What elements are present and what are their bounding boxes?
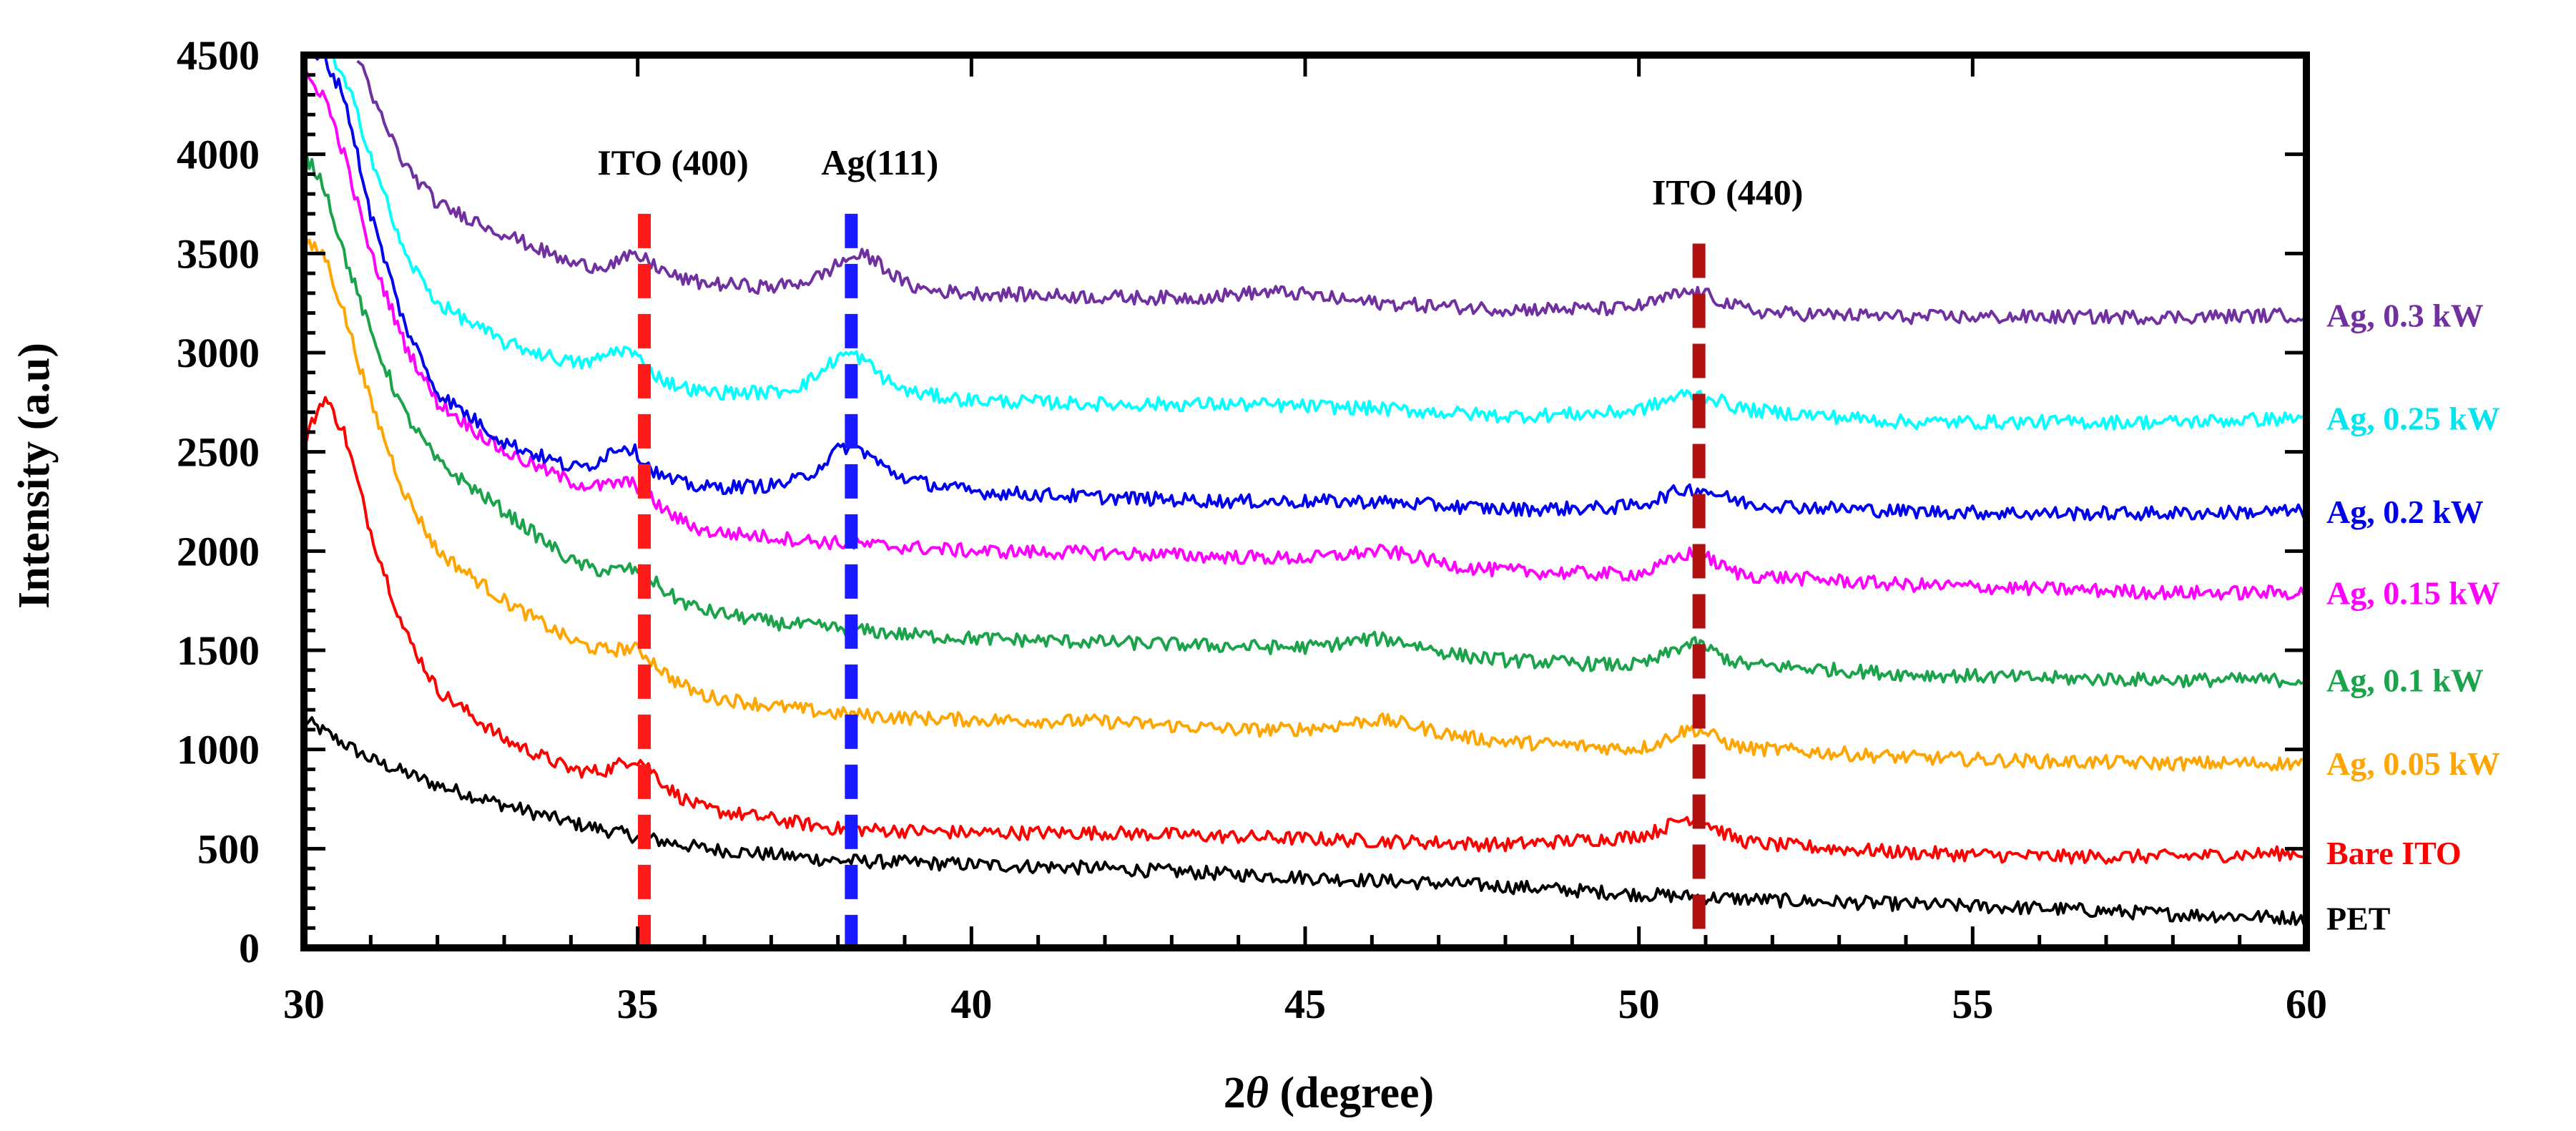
y-axis-title: Intensity (a.u) [10, 343, 59, 609]
x-axis-title-prefix: 2 [1224, 1069, 1246, 1117]
y-tick-label: 2000 [177, 528, 260, 574]
series-line-ag-0-15-kw [303, 68, 2307, 601]
y-tick-label: 3000 [177, 330, 260, 376]
x-tick-label: 45 [1284, 981, 1326, 1027]
x-axis-title-suffix: (degree) [1269, 1069, 1434, 1117]
reference-layer [638, 213, 1706, 948]
series-label-ag-0-1-kw: Ag, 0.1 kW [2326, 662, 2484, 699]
x-tick-label: 30 [283, 981, 325, 1027]
series-label-ag-0-3-kw: Ag, 0.3 kW [2326, 297, 2484, 333]
x-tick-label: 60 [2286, 981, 2327, 1027]
tick-label-layer: 30 35 40 45 50 55 60 0 500 1000 1500 2000 2500 3000 35… [177, 32, 2327, 1027]
x-tick-label: 55 [1952, 981, 1993, 1027]
y-tick-label: 4000 [177, 132, 260, 178]
x-axis-title: 2θ (degree) [1224, 1069, 1434, 1117]
y-tick-label: 3500 [177, 230, 260, 277]
y-tick-label: 1000 [177, 727, 260, 773]
series-label-bare-ito: Bare ITO [2326, 835, 2462, 871]
peak-label-ito-400: ITO (400) [597, 142, 749, 182]
y-tick-label: 500 [197, 826, 260, 872]
series-line-bare-ito [303, 396, 2308, 865]
series-line-ag-0-05-kw [303, 238, 2307, 772]
y-tick-label: 4500 [177, 32, 260, 79]
tick-layer [302, 53, 2309, 950]
series-label-ag-0-15-kw: Ag, 0.15 kW [2326, 575, 2500, 612]
series-line-ag-0-1-kw [303, 150, 2308, 689]
series-label-ag-0-2-kw: Ag, 0.2 kW [2326, 494, 2484, 530]
x-tick-label: 35 [617, 981, 659, 1027]
series-label-pet: PET [2326, 900, 2390, 936]
series-line-ag-0-2-kw [303, 54, 2308, 522]
x-axis-title-symbol: θ [1246, 1069, 1269, 1117]
series-label-ag-0-05-kw: Ag, 0.05 kW [2326, 745, 2500, 782]
annotation-layer: PET Bare ITO Ag, 0.05 kW Ag, 0.1 kW Ag, 0.15… [597, 142, 2500, 937]
y-tick-label: 0 [239, 925, 260, 971]
series-label-ag-0-25-kw: Ag, 0.25 kW [2326, 401, 2500, 437]
y-tick-label: 1500 [177, 627, 260, 674]
series-line-ag-0-25-kw [330, 54, 2308, 431]
peak-label-ito-440: ITO (440) [1652, 172, 1804, 212]
x-tick-label: 40 [950, 981, 992, 1027]
series-line-pet [303, 716, 2308, 926]
series-layer [303, 54, 2308, 926]
peak-label-ag-111: Ag(111) [821, 142, 938, 182]
x-tick-label: 50 [1618, 981, 1660, 1027]
series-line-ag-0-3-kw [356, 59, 2308, 325]
y-tick-label: 2500 [177, 429, 260, 476]
